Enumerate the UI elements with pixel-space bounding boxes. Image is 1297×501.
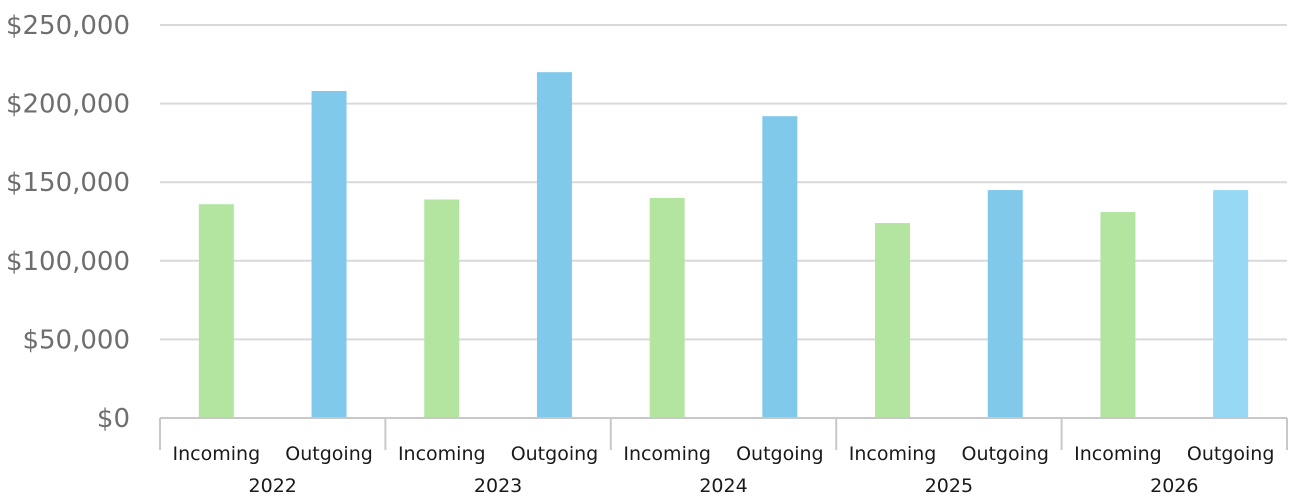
y-axis-tick-labels: $0 $50,000 $100,000 $150,000 $200,000 $250,00… [6,11,130,434]
y-tick-label: $200,000 [6,90,130,120]
category-label: Outgoing [1187,443,1275,465]
category-label: Incoming [1074,443,1162,465]
bar-2022-outgoing [312,91,347,418]
group-label-2025: 2025 [925,475,973,497]
category-label: Incoming [623,443,711,465]
category-label: Incoming [173,443,261,465]
y-tick-label: $50,000 [22,325,130,355]
bar-2026-incoming [1100,212,1135,418]
bar-2025-incoming [875,223,910,418]
group-label-2024: 2024 [699,475,747,497]
category-label: Incoming [849,443,937,465]
x-axis-labels: Incoming Outgoing 2022 Incoming Outgoing 2023… [173,443,1275,497]
category-label: Outgoing [961,443,1049,465]
bars [199,72,1248,418]
y-tick-label: $100,000 [6,247,130,277]
bar-2026-outgoing [1213,190,1248,418]
y-tick-label: $0 [97,404,130,434]
bar-2023-outgoing [537,72,572,418]
y-tick-label: $150,000 [6,168,130,198]
group-label-2022: 2022 [249,475,297,497]
category-label: Outgoing [736,443,824,465]
bar-2025-outgoing [988,190,1023,418]
group-label-2026: 2026 [1150,475,1198,497]
bar-2023-incoming [424,199,459,418]
group-label-2023: 2023 [474,475,522,497]
bar-2022-incoming [199,204,234,418]
category-label: Outgoing [511,443,599,465]
bar-2024-outgoing [762,116,797,418]
category-label: Incoming [398,443,486,465]
y-tick-label: $250,000 [6,11,130,41]
bar-2024-incoming [650,198,685,418]
category-label: Outgoing [285,443,373,465]
